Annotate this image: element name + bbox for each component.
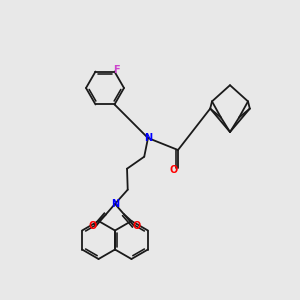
Text: N: N bbox=[111, 199, 119, 209]
Text: O: O bbox=[89, 221, 97, 231]
Text: O: O bbox=[170, 165, 178, 175]
Text: N: N bbox=[144, 133, 152, 143]
Text: F: F bbox=[113, 64, 120, 74]
Text: O: O bbox=[133, 221, 141, 231]
